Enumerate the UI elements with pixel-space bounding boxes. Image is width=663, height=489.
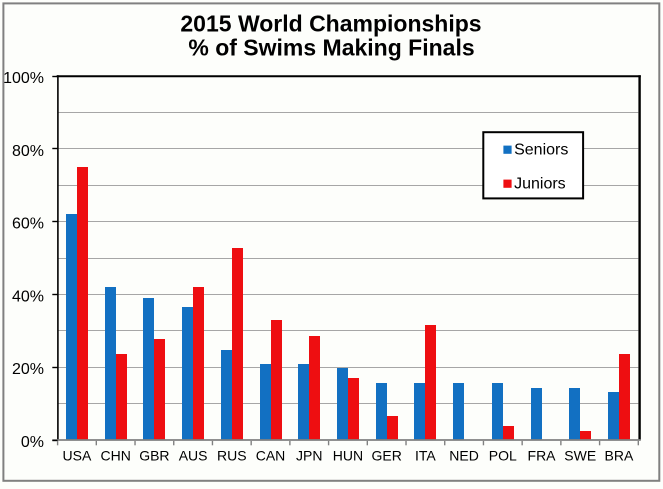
svg-text:GER: GER — [371, 448, 401, 464]
svg-text:USA: USA — [63, 448, 92, 464]
svg-text:POL: POL — [489, 448, 517, 464]
svg-text:BRA: BRA — [605, 448, 634, 464]
svg-text:SWE: SWE — [564, 448, 596, 464]
svg-text:0%: 0% — [21, 434, 44, 451]
svg-text:100%: 100% — [3, 70, 44, 87]
svg-text:CAN: CAN — [256, 448, 286, 464]
svg-text:ITA: ITA — [415, 448, 436, 464]
svg-text:% of Swims Making Finals: % of Swims Making Finals — [188, 35, 474, 61]
svg-text:NED: NED — [449, 448, 479, 464]
svg-text:RUS: RUS — [217, 448, 247, 464]
svg-text:80%: 80% — [12, 143, 44, 160]
svg-text:Seniors: Seniors — [514, 142, 568, 159]
svg-text:Juniors: Juniors — [514, 176, 566, 193]
svg-text:40%: 40% — [12, 288, 44, 305]
svg-text:HUN: HUN — [333, 448, 363, 464]
svg-text:20%: 20% — [12, 361, 44, 378]
svg-text:JPN: JPN — [296, 448, 322, 464]
svg-text:FRA: FRA — [528, 448, 557, 464]
svg-text:2015 World Championships: 2015 World Championships — [180, 11, 481, 37]
svg-text:60%: 60% — [12, 216, 44, 233]
svg-text:AUS: AUS — [179, 448, 208, 464]
svg-text:CHN: CHN — [100, 448, 130, 464]
svg-text:GBR: GBR — [139, 448, 169, 464]
